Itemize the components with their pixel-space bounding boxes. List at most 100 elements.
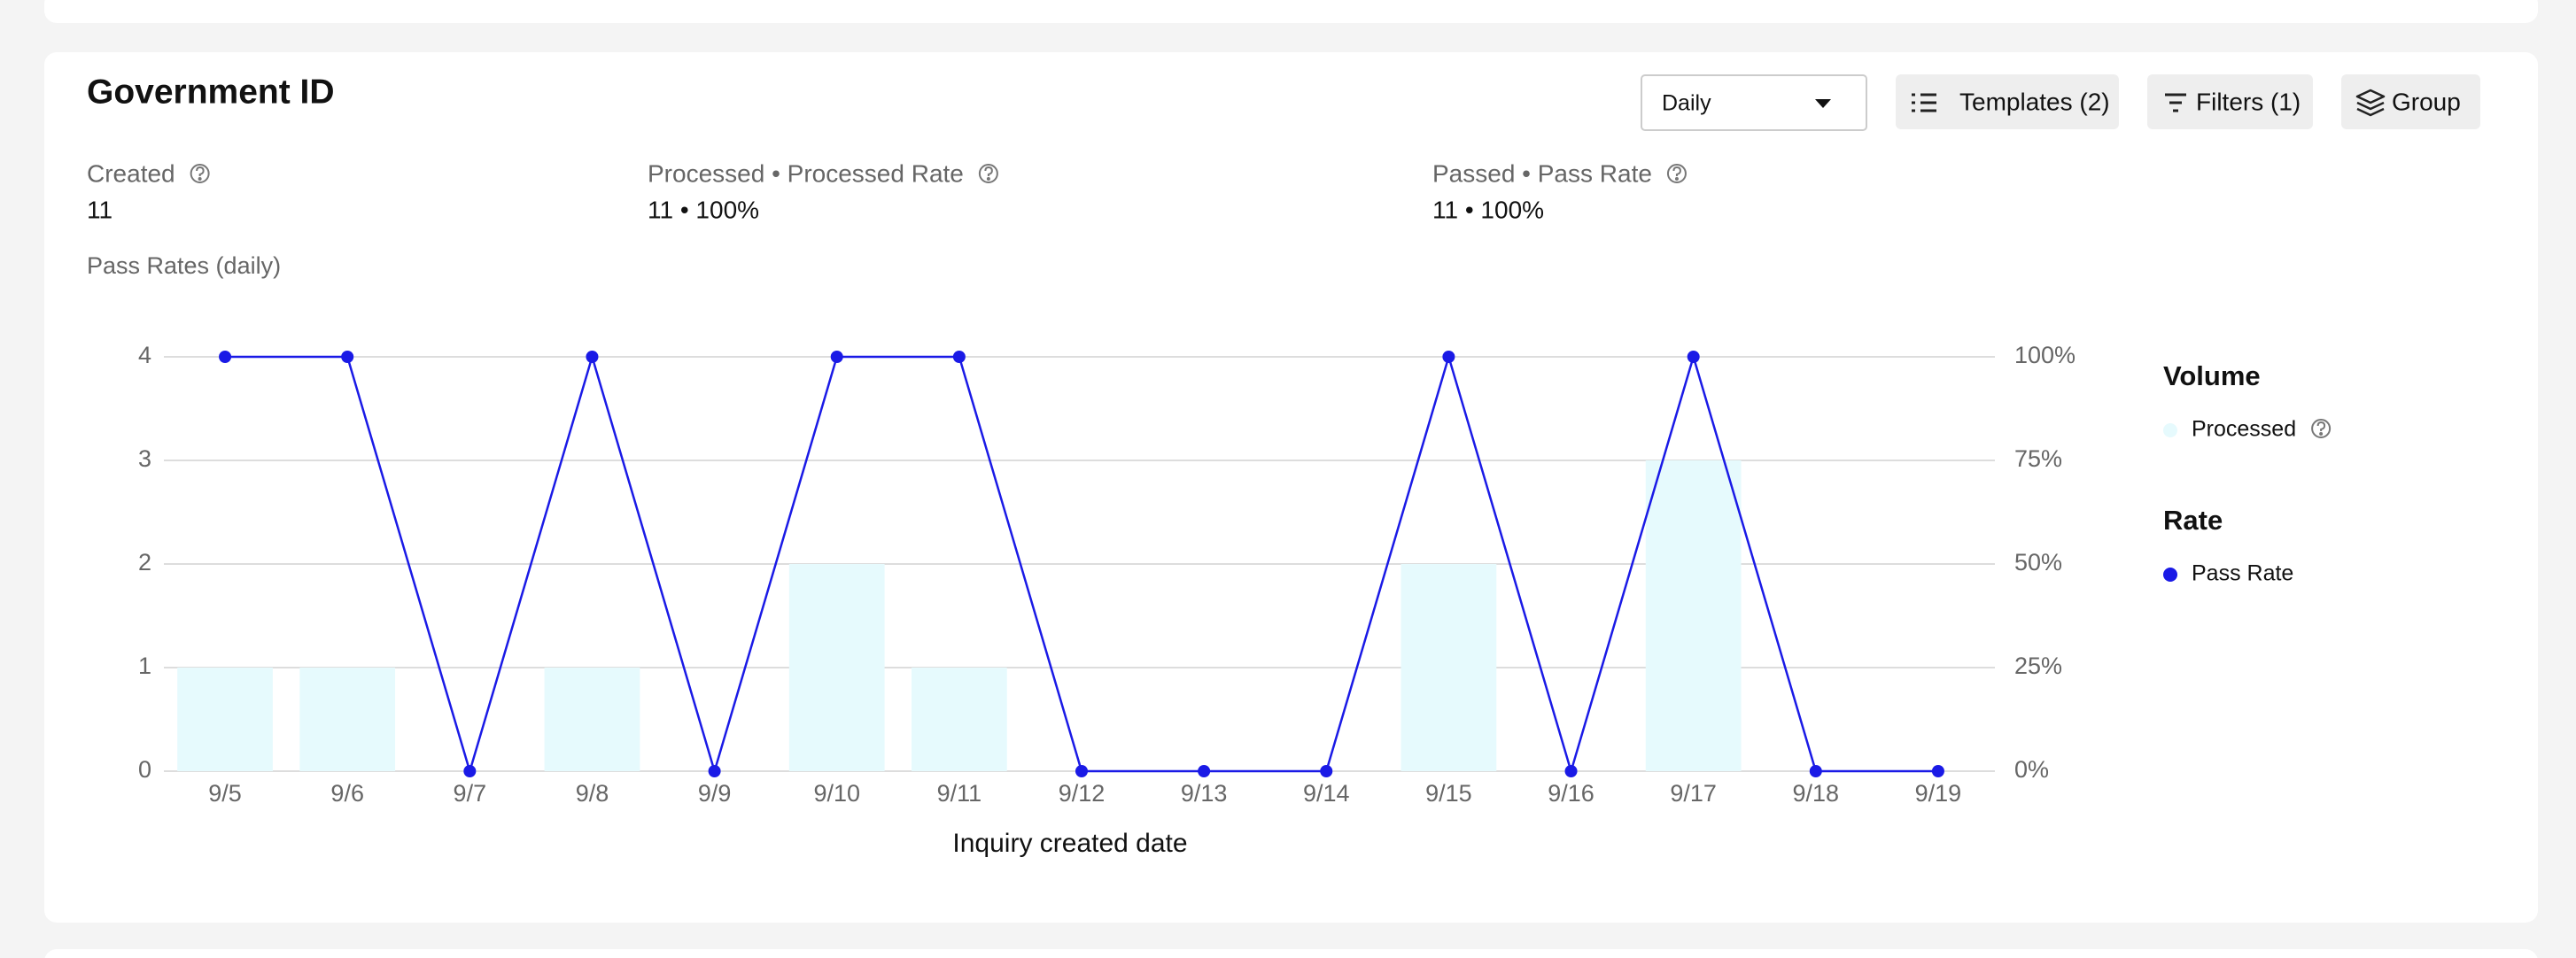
x-tick-label: 9/8	[576, 780, 609, 807]
point	[1931, 765, 1944, 777]
y-tick-label: 2	[138, 549, 151, 576]
x-tick-label: 9/14	[1303, 780, 1350, 807]
list-icon	[1912, 93, 1936, 112]
point	[1809, 765, 1822, 777]
x-tick-label: 9/6	[330, 780, 364, 807]
help-circle	[978, 164, 998, 183]
help-dot	[198, 177, 202, 181]
metrics: Created 11 Processed • Processed Rate 11 • …	[87, 159, 1687, 223]
previous-card	[44, 0, 2538, 23]
point	[1198, 765, 1211, 777]
point	[219, 351, 232, 363]
dropdown-box[interactable]	[1641, 74, 1867, 131]
legend-label: Pass Rate	[2192, 561, 2293, 586]
button-label[interactable]: Group	[2392, 88, 2461, 115]
x-tick-label: 9/10	[813, 780, 860, 807]
legend-swatch	[2163, 423, 2177, 437]
help-icon	[190, 164, 210, 183]
help-circle	[2311, 419, 2332, 438]
help-icon	[1666, 164, 1687, 183]
help-dot	[1674, 177, 1679, 181]
interval-dropdown[interactable]: Daily	[1641, 74, 1867, 131]
metric-value: 11	[87, 196, 113, 223]
x-tick-label: 9/7	[454, 780, 487, 807]
metric-value: 11 • 100%	[648, 196, 759, 223]
templates-button[interactable]: Templates (2)	[1896, 74, 2119, 129]
button-bg[interactable]	[1896, 74, 2119, 129]
bar	[177, 668, 273, 771]
bar	[788, 564, 885, 771]
metric-label: Passed • Pass Rate	[1432, 159, 1652, 187]
y-tick-label: 0	[138, 756, 151, 783]
x-tick-label: 9/18	[1793, 780, 1840, 807]
help-dot	[2319, 432, 2324, 436]
help-glyph	[1672, 166, 1681, 176]
y2-tick-label: 75%	[2014, 445, 2062, 472]
bar	[1401, 564, 1497, 771]
filters-button[interactable]: Filters (1)	[2147, 74, 2313, 129]
card	[44, 52, 2538, 923]
legend-group-title: Volume	[2163, 360, 2261, 391]
metric-value: 11 • 100%	[1432, 196, 1544, 223]
point	[952, 351, 966, 363]
x-tick-label: 9/16	[1548, 780, 1594, 807]
point	[586, 351, 599, 363]
legend-group-title: Rate	[2163, 505, 2223, 536]
y2-tick-label: 50%	[2014, 549, 2062, 576]
x-tick-label: 9/15	[1425, 780, 1472, 807]
metric-label: Processed • Processed Rate	[648, 159, 964, 187]
bar	[911, 668, 1007, 771]
help-icon	[2311, 419, 2332, 438]
help-icon	[978, 164, 998, 183]
dropdown-value[interactable]: Daily	[1662, 91, 1711, 116]
x-tick-label: 9/5	[208, 780, 242, 807]
x-axis-title: Inquiry created date	[952, 829, 1187, 858]
legend-label: Processed	[2192, 417, 2296, 442]
metric-label: Created	[87, 159, 175, 187]
x-tick-label: 9/11	[937, 780, 982, 807]
dropdown-caret	[1815, 99, 1831, 108]
y2-tick-label: 0%	[2014, 756, 2049, 783]
y2-tick-label: 100%	[2014, 342, 2076, 368]
x-tick-label: 9/17	[1670, 780, 1717, 807]
point	[708, 765, 721, 777]
point	[1320, 765, 1333, 777]
bar	[544, 668, 640, 771]
legend-swatch	[2163, 568, 2177, 582]
help-glyph	[196, 166, 205, 176]
y-tick-label: 1	[138, 653, 151, 679]
button-label[interactable]: Templates (2)	[1959, 88, 2110, 115]
help-glyph	[984, 166, 993, 176]
x-tick-label: 9/19	[1915, 780, 1962, 807]
chart-title: Pass Rates (daily)	[87, 252, 281, 279]
button-bg[interactable]	[2147, 74, 2313, 129]
point	[1687, 351, 1700, 363]
point	[463, 765, 477, 777]
layers-icon	[2355, 89, 2386, 117]
point	[1442, 351, 1455, 363]
help-circle	[1666, 164, 1687, 183]
button-bg[interactable]	[2341, 74, 2480, 129]
card-title: Government ID	[87, 73, 335, 111]
y-tick-label: 4	[138, 342, 151, 368]
filter-icon	[2165, 93, 2186, 112]
help-dot	[986, 177, 990, 181]
point	[341, 351, 354, 363]
point	[830, 351, 843, 363]
chart: 0 1 2 3 4 0% 25% 50% 75% 100% 9/5 9/6 9/7 9/8 9/9 9/10 9…	[138, 342, 2332, 858]
next-card	[44, 949, 2538, 958]
group-button[interactable]: Group	[2341, 74, 2480, 129]
y-tick-label: 3	[138, 445, 151, 472]
help-circle	[190, 164, 210, 183]
y2-tick-label: 25%	[2014, 653, 2062, 679]
point	[1075, 765, 1088, 777]
bar	[1645, 460, 1742, 771]
button-label[interactable]: Filters (1)	[2196, 88, 2301, 115]
x-tick-label: 9/9	[698, 780, 732, 807]
bar	[299, 668, 396, 771]
point	[1564, 765, 1578, 777]
help-glyph	[2316, 421, 2326, 431]
x-tick-label: 9/13	[1181, 780, 1228, 807]
